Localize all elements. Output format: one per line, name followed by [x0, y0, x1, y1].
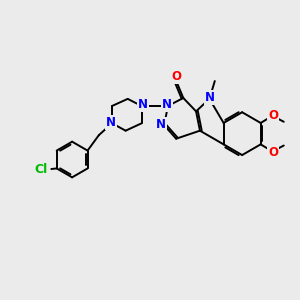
- Text: N: N: [162, 98, 172, 111]
- Text: O: O: [171, 70, 181, 83]
- Text: O: O: [268, 109, 278, 122]
- Text: N: N: [138, 98, 148, 111]
- Text: N: N: [106, 116, 116, 129]
- Text: Cl: Cl: [34, 164, 47, 176]
- Text: N: N: [156, 118, 166, 130]
- Text: N: N: [205, 91, 215, 104]
- Text: O: O: [268, 146, 278, 159]
